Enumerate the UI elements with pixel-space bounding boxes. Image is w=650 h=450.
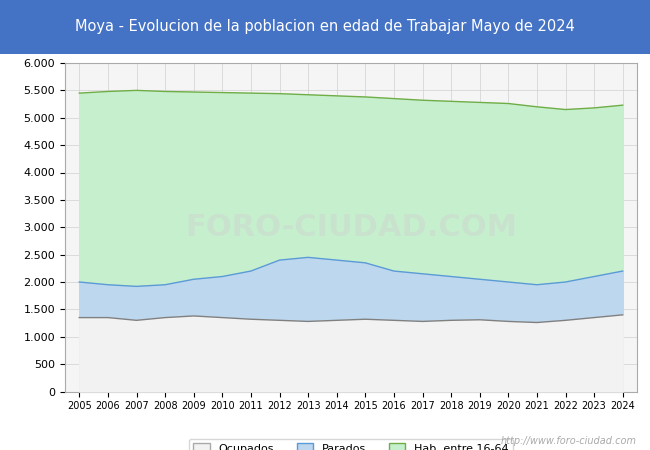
Text: http://www.foro-ciudad.com: http://www.foro-ciudad.com xyxy=(501,436,637,446)
Text: Moya - Evolucion de la poblacion en edad de Trabajar Mayo de 2024: Moya - Evolucion de la poblacion en edad… xyxy=(75,19,575,35)
Text: FORO-CIUDAD.COM: FORO-CIUDAD.COM xyxy=(185,213,517,242)
Legend: Ocupados, Parados, Hab. entre 16-64: Ocupados, Parados, Hab. entre 16-64 xyxy=(188,439,514,450)
